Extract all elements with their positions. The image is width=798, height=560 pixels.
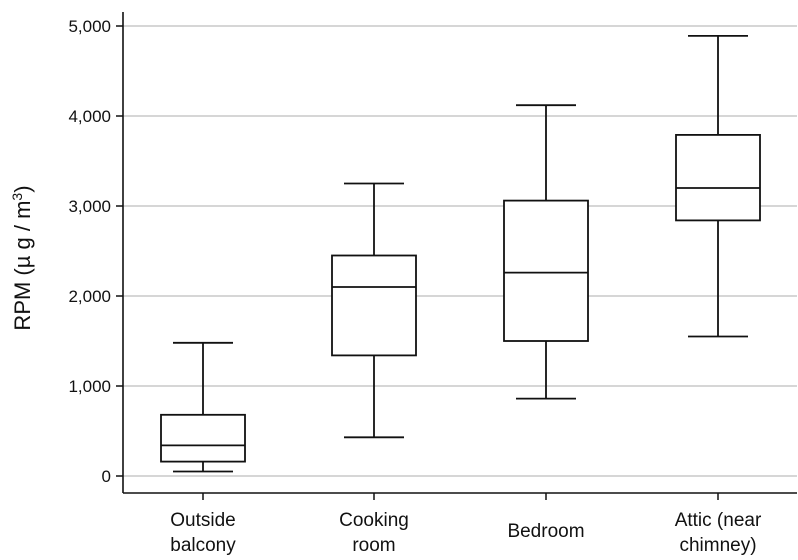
y-tick-label: 4,000 — [68, 107, 111, 126]
axes — [116, 12, 797, 500]
y-tick-label: 5,000 — [68, 17, 111, 36]
box-2 — [331, 182, 417, 439]
boxes — [160, 35, 761, 473]
grid-lines — [123, 25, 797, 477]
category-label: Bedroom — [507, 521, 584, 542]
category-label: Attic (near chimney) — [675, 510, 762, 556]
box-4 — [675, 35, 761, 338]
y-tick-labels: 0 1,000 2,000 3,000 4,000 5,000 — [68, 17, 111, 486]
box-1 — [160, 341, 246, 473]
category-label: Outside balcony — [170, 510, 236, 556]
y-tick-label: 3,000 — [68, 197, 111, 216]
box-3 — [503, 104, 589, 400]
iqr-box — [331, 254, 417, 357]
y-tick-label: 2,000 — [68, 287, 111, 306]
iqr-box — [503, 199, 589, 342]
x-category-labels: Outside balcony Cooking room Bedroom Attic (n… — [170, 510, 762, 556]
y-tick-label: 0 — [102, 467, 111, 486]
iqr-box — [675, 133, 761, 222]
y-tick-label: 1,000 — [68, 377, 111, 396]
y-axis-title: RPM (µ g / m3) — [9, 185, 35, 330]
iqr-box — [160, 413, 246, 463]
category-label: Cooking room — [339, 510, 409, 556]
